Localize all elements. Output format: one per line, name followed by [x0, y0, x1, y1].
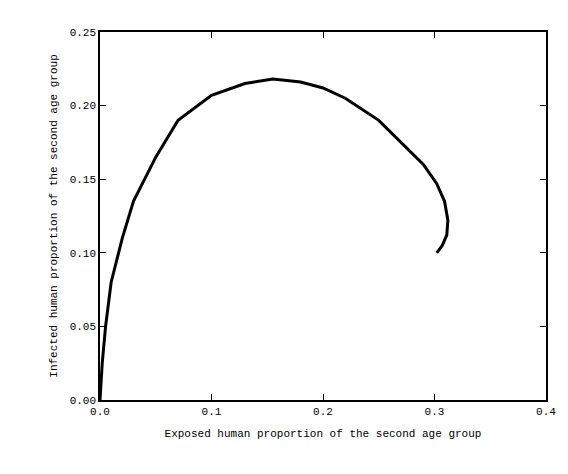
- svg-text:0.20: 0.20: [70, 100, 96, 112]
- svg-text:0.15: 0.15: [70, 174, 96, 186]
- svg-text:0.05: 0.05: [70, 321, 96, 333]
- svg-text:0.0: 0.0: [90, 406, 110, 418]
- svg-text:0.25: 0.25: [70, 27, 96, 39]
- svg-text:Exposed human proportion of th: Exposed human proportion of the second a…: [165, 428, 482, 440]
- svg-text:0.4: 0.4: [536, 406, 556, 418]
- svg-text:0.1: 0.1: [202, 406, 222, 418]
- svg-text:0.3: 0.3: [425, 406, 445, 418]
- svg-text:0.10: 0.10: [70, 248, 96, 260]
- svg-text:0.00: 0.00: [70, 395, 96, 407]
- svg-text:Infected human proportion of t: Infected human proportion of the second …: [48, 54, 60, 377]
- svg-text:0.2: 0.2: [313, 406, 333, 418]
